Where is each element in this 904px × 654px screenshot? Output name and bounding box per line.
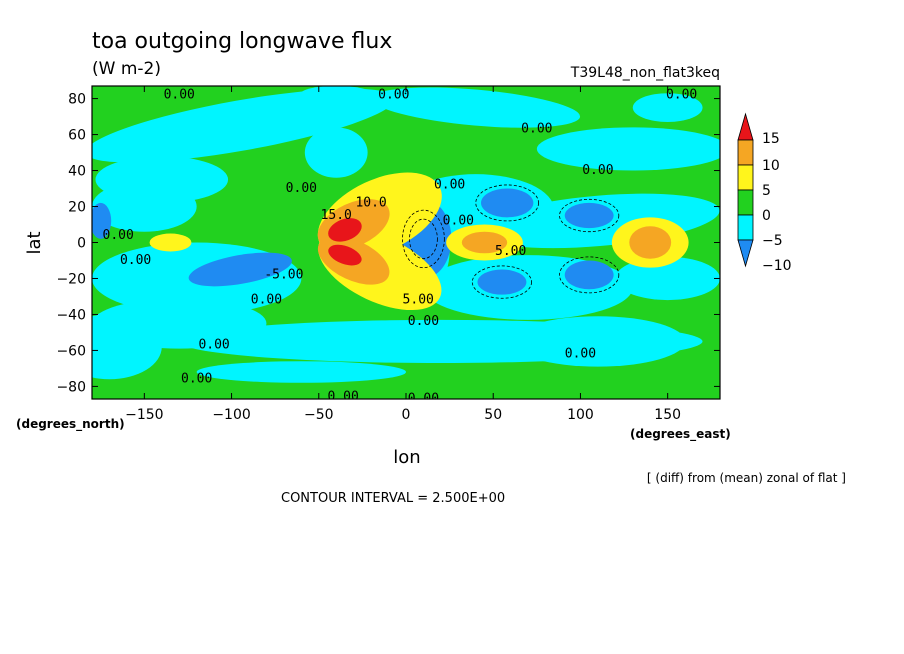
x-axis-units: (degrees_east) <box>630 427 731 442</box>
contour-region <box>301 86 372 101</box>
contour-label: 0.00 <box>434 177 465 192</box>
y-tick-label: 80 <box>68 92 86 108</box>
contour-region <box>188 252 292 287</box>
y-tick-label: −40 <box>56 307 86 323</box>
contour-label: 0.00 <box>164 87 195 102</box>
contour-label: 0.00 <box>378 87 409 102</box>
contour-label: -5.00 <box>264 267 303 282</box>
colorbar: 15 10 5 0 −5 −10 <box>737 112 792 274</box>
contour-region <box>149 233 192 252</box>
chart-subtitle: (W m-2) <box>92 59 161 79</box>
contour-labels: 0.00 0.00 0.00 0.00 0.00 0.00 0.00 0.00 0.00 0.00… <box>103 87 698 407</box>
colorbar-label: −10 <box>762 258 792 274</box>
contour-label: 5.00 <box>403 293 434 308</box>
contour-region <box>564 260 614 290</box>
contour-label: 0.00 <box>286 181 317 196</box>
contour-label: 15.0 <box>321 208 352 223</box>
x-tick-label: 100 <box>567 407 594 423</box>
contour-line <box>471 265 533 299</box>
contour-label: 0.00 <box>666 87 697 102</box>
colorbar-box <box>737 139 754 166</box>
y-tick-label: 60 <box>68 128 86 144</box>
contour-region <box>92 202 112 239</box>
contour-label: 5.00 <box>495 244 526 259</box>
contour-region <box>510 316 686 367</box>
contour-label: 0.00 <box>582 163 613 178</box>
x-tick-label: −50 <box>304 407 334 423</box>
contour-label: 0.00 <box>328 390 359 405</box>
contour-line <box>402 209 445 269</box>
x-tick-label: −100 <box>212 407 250 423</box>
colorbar-box <box>737 189 754 216</box>
y-tick-label: −20 <box>56 271 86 287</box>
y-tick-label: 0 <box>77 236 86 252</box>
contour-label: 0.00 <box>565 347 596 362</box>
contour-region <box>629 226 672 259</box>
contour-label: 0.00 <box>521 122 552 137</box>
contour-line <box>409 218 438 260</box>
contour-label: 0.00 <box>251 293 282 308</box>
y-tick-label: −60 <box>56 343 86 359</box>
contour-region <box>481 188 534 218</box>
x-axis-ticks: −150 −100 −50 0 50 100 150 <box>125 86 681 423</box>
contour-region <box>328 218 362 242</box>
contour-line <box>559 256 620 294</box>
contour-label: 0.00 <box>408 314 439 329</box>
x-axis-label: lon <box>393 447 420 468</box>
contour-region <box>92 88 395 163</box>
contour-region <box>615 256 720 301</box>
contour-label: 0.00 <box>198 338 229 353</box>
contour-region <box>328 244 362 266</box>
contour-region <box>371 87 581 128</box>
contour-region <box>632 93 703 122</box>
contour-fill-regions <box>92 86 720 383</box>
contour-region <box>92 181 197 232</box>
contour-region <box>536 127 720 171</box>
contour-label: 0.00 <box>103 228 134 243</box>
y-axis-units: (degrees_north) <box>16 417 125 432</box>
colorbar-label: −5 <box>762 233 783 249</box>
x-tick-label: −150 <box>125 407 163 423</box>
contour-region <box>92 314 162 380</box>
contour-label: 0.00 <box>181 372 212 387</box>
x-tick-label: 150 <box>654 407 681 423</box>
run-label: T39L48_non_flat3keq <box>570 65 720 81</box>
contour-region <box>564 202 614 229</box>
y-tick-label: 40 <box>68 164 86 180</box>
colorbar-extend-max <box>737 112 754 141</box>
y-axis-label: lat <box>24 231 45 254</box>
colorbar-box <box>737 164 754 191</box>
y-tick-label: −80 <box>56 379 86 395</box>
x-tick-label: 50 <box>484 407 502 423</box>
plot-area: 0.00 0.00 0.00 0.00 0.00 0.00 0.00 0.00 0.00 0.00… <box>92 86 720 407</box>
contour-label: 0.00 <box>120 253 151 268</box>
contour-label: 0.00 <box>443 213 474 228</box>
contour-label: 0.00 <box>408 392 439 407</box>
footer-note: [ (diff) from (mean) zonal of flat ] <box>647 471 846 485</box>
contour-label: 10.0 <box>355 195 386 210</box>
contour-interval: CONTOUR INTERVAL = 2.500E+00 <box>281 491 505 506</box>
contour-region <box>477 269 527 295</box>
contour-line <box>475 184 539 222</box>
contour-region <box>304 127 368 178</box>
colorbar-extend-min <box>737 239 754 268</box>
y-tick-label: 20 <box>68 200 86 216</box>
contour-line <box>559 198 620 233</box>
y-axis-ticks: 80 60 40 20 0 −20 −40 −60 −80 <box>56 92 720 395</box>
colorbar-box <box>737 214 754 241</box>
colorbar-label: 5 <box>762 183 771 199</box>
x-tick-label: 0 <box>402 407 411 423</box>
colorbar-label: 15 <box>762 131 780 147</box>
colorbar-label: 0 <box>762 208 771 224</box>
contour-region <box>196 361 406 383</box>
colorbar-label: 10 <box>762 158 780 174</box>
contour-region <box>461 231 508 254</box>
contour-lines <box>402 184 620 299</box>
chart-title: toa outgoing longwave flux <box>92 29 392 54</box>
